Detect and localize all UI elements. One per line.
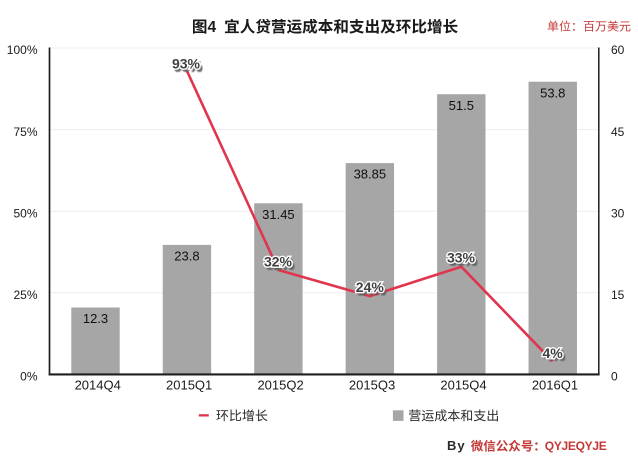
svg-text:2015Q1: 2015Q1 (166, 378, 212, 393)
svg-text:4%: 4% (542, 345, 563, 361)
svg-text:32%: 32% (264, 254, 293, 270)
svg-text:4: 4 (207, 19, 216, 36)
svg-text:45: 45 (611, 125, 625, 139)
svg-text:12.3: 12.3 (83, 311, 108, 326)
svg-text:4%: 4% (542, 345, 563, 361)
svg-text:32%: 32% (264, 254, 293, 270)
svg-text:2015Q4: 2015Q4 (440, 378, 486, 393)
svg-text:24%: 24% (358, 282, 387, 298)
svg-text:53.8: 53.8 (540, 85, 565, 100)
svg-text:50%: 50% (13, 206, 37, 220)
svg-text:4%: 4% (545, 348, 566, 364)
svg-text:51.5: 51.5 (449, 98, 474, 113)
svg-text:100%: 100% (7, 43, 38, 57)
svg-text:25%: 25% (13, 288, 37, 302)
svg-text:32%: 32% (266, 256, 295, 272)
svg-text:0%: 0% (20, 370, 38, 384)
svg-text:93%: 93% (174, 58, 203, 74)
svg-text:QYJEQYJE: QYJEQYJE (545, 439, 607, 453)
svg-text:33%: 33% (447, 250, 476, 266)
svg-text:33%: 33% (447, 250, 476, 266)
svg-text:2015Q3: 2015Q3 (349, 378, 395, 393)
svg-text:93%: 93% (172, 56, 201, 72)
svg-text:23.8: 23.8 (174, 249, 199, 264)
svg-text:2015Q2: 2015Q2 (257, 378, 303, 393)
svg-text:0: 0 (611, 370, 618, 384)
svg-text:93%: 93% (172, 56, 201, 72)
svg-text:2014Q4: 2014Q4 (75, 378, 121, 393)
svg-text:75%: 75% (13, 125, 37, 139)
svg-text:60: 60 (611, 43, 625, 57)
svg-text:31.45: 31.45 (262, 207, 295, 222)
svg-text:30: 30 (611, 206, 625, 220)
svg-text:33%: 33% (449, 252, 478, 268)
svg-text:38.85: 38.85 (354, 167, 387, 182)
svg-text:2016Q1: 2016Q1 (532, 378, 578, 393)
svg-text:24%: 24% (356, 279, 385, 295)
svg-text:By: By (447, 438, 466, 453)
svg-text:15: 15 (611, 288, 625, 302)
svg-text:24%: 24% (356, 279, 385, 295)
